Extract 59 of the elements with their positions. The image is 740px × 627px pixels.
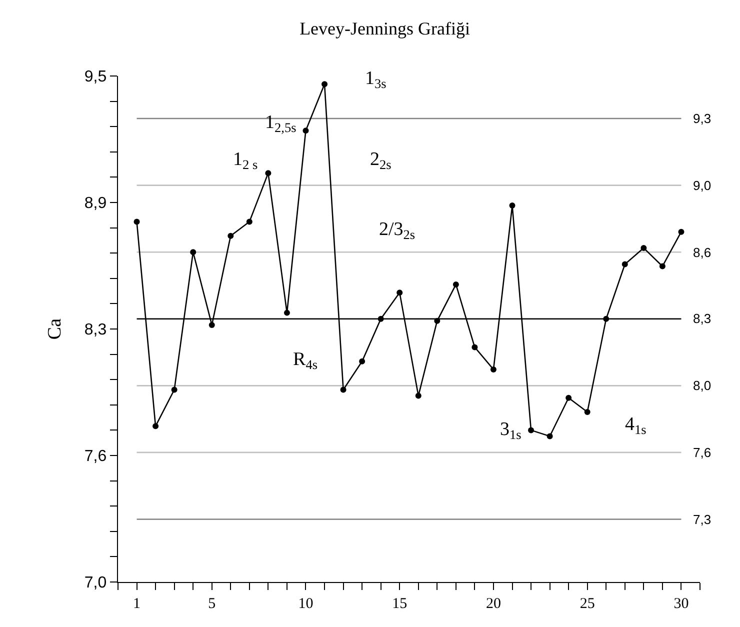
y-tick-label: 8,9 <box>84 195 107 212</box>
ref-line-label: 8,6 <box>693 245 712 260</box>
point <box>659 263 666 270</box>
point <box>246 218 252 225</box>
ref-line-label: 8,0 <box>693 378 712 393</box>
point <box>302 128 309 134</box>
y-tick-label: 7,0 <box>84 574 107 592</box>
point <box>640 245 647 252</box>
point <box>228 232 234 239</box>
point <box>490 366 496 372</box>
point <box>396 290 403 296</box>
x-tick-label: 15 <box>392 596 408 612</box>
point <box>359 358 366 364</box>
x-tick-label: 30 <box>674 596 689 612</box>
point <box>322 81 328 88</box>
point <box>208 322 215 328</box>
annotation: 1$_{2 s}$ <box>233 149 258 172</box>
point <box>415 392 422 399</box>
ref-line-label: 8,3 <box>693 311 712 326</box>
x-tick-label: 25 <box>580 596 595 612</box>
annotation: 2$_{2s}$ <box>370 149 392 172</box>
x-tick-label: 1 <box>133 596 141 612</box>
point <box>171 386 178 393</box>
x-tick-label: 5 <box>208 596 216 612</box>
ref-line-label: 7,6 <box>693 445 712 460</box>
annotation: 3$_{1s}$ <box>500 419 522 442</box>
annotation: 1$_{2,5s}$ <box>265 112 296 135</box>
annotation: 1$_{3s}$ <box>365 68 386 91</box>
point <box>603 316 610 322</box>
point <box>452 281 459 288</box>
y-tick-label: 7,6 <box>84 448 107 466</box>
x-tick-label: 20 <box>486 596 501 612</box>
point <box>622 261 628 268</box>
y-tick-label: 9,5 <box>84 68 107 86</box>
x-tick-label: 10 <box>298 596 314 612</box>
point <box>678 228 684 235</box>
point <box>434 318 440 324</box>
annotation: R$_{4s}$ <box>293 349 318 372</box>
chart-title: Levey-Jennings Grafiği <box>300 18 470 39</box>
point <box>566 394 572 401</box>
point <box>340 386 346 393</box>
point <box>378 316 384 322</box>
y-tick-label: 8,3 <box>84 322 107 339</box>
point <box>265 170 272 176</box>
ref-line-label: 9,0 <box>693 178 712 193</box>
ref-line-label: 9,3 <box>693 111 712 126</box>
point <box>472 344 478 350</box>
point <box>134 218 140 225</box>
annotation: 2/3$_{2s}$ <box>379 219 416 242</box>
point <box>190 249 196 256</box>
point <box>152 423 159 430</box>
y-axis-title: Ca <box>44 318 66 340</box>
ref-line-label: 7,3 <box>693 512 712 527</box>
point <box>509 202 516 209</box>
point <box>546 433 553 440</box>
point <box>584 408 590 415</box>
annotation: 4$_{1s}$ <box>625 414 646 437</box>
point <box>284 310 290 316</box>
point <box>528 427 534 434</box>
